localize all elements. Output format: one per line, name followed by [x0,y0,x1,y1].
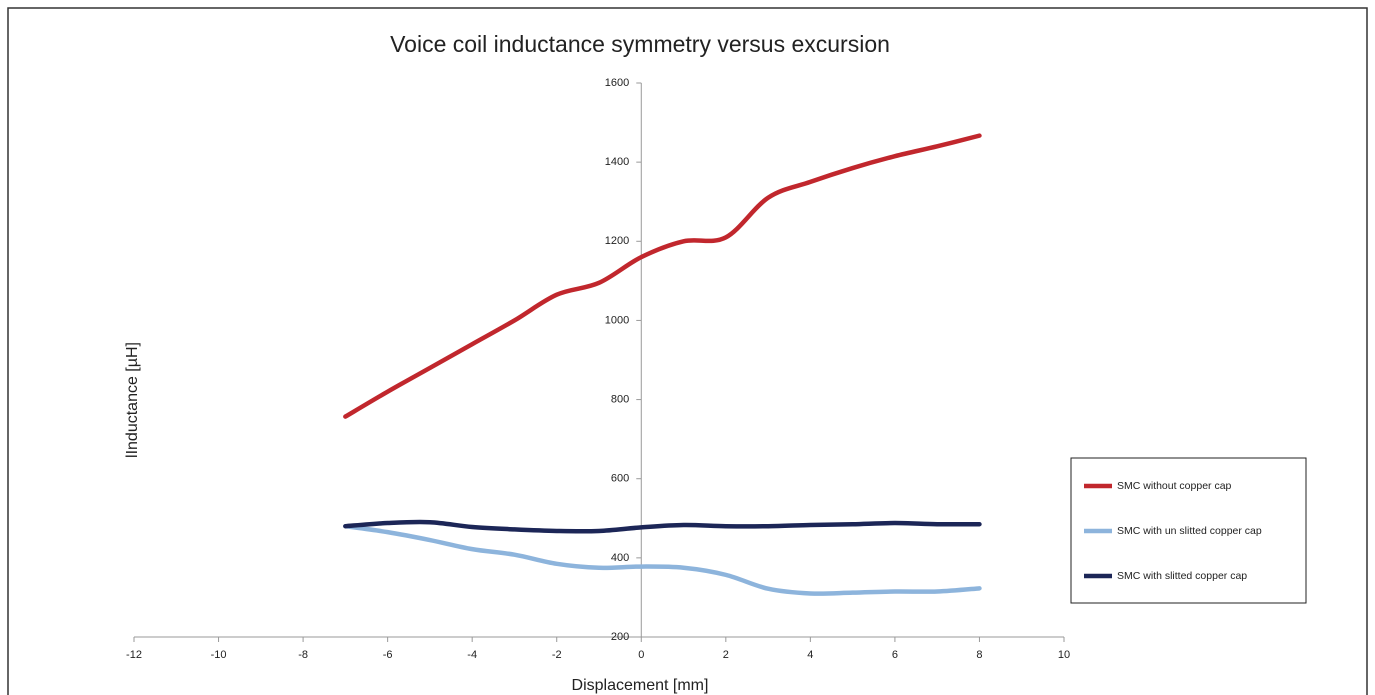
y-tick-label: 1200 [605,235,629,247]
y-tick-label: 600 [611,473,629,485]
x-tick-label: 4 [807,649,813,661]
x-tick-label: 8 [976,649,982,661]
y-axis-label: lInductance [µH] [124,342,141,458]
y-tick-label: 400 [611,552,629,564]
legend-label: SMC with slitted copper cap [1117,570,1247,582]
x-tick-label: -8 [298,649,308,661]
chart-title: Voice coil inductance symmetry versus ex… [390,31,890,57]
x-tick-label: 10 [1058,649,1070,661]
x-tick-label: 2 [723,649,729,661]
legend-label: SMC with un slitted copper cap [1117,525,1262,537]
x-tick-label: -10 [211,649,227,661]
x-tick-label: 0 [638,649,644,661]
series-line [343,133,982,419]
y-tick-label: 1400 [605,156,629,168]
frame [7,7,1368,695]
y-tick-label: 1000 [605,314,629,326]
x-tick-label: -6 [383,649,393,661]
series-line [343,523,982,596]
x-tick-label: -12 [126,649,142,661]
x-tick-label: 6 [892,649,898,661]
y-tick-label: 200 [611,631,629,643]
x-tick-label: -2 [552,649,562,661]
x-tick-label: -4 [467,649,477,661]
legend-label: SMC without copper cap [1117,480,1232,492]
x-axis-label: Displacement [mm] [572,677,709,694]
series-line [343,519,982,534]
y-tick-label: 1600 [605,77,629,89]
y-tick-label: 800 [611,393,629,405]
